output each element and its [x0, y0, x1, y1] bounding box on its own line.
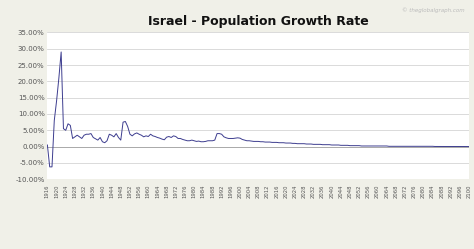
Text: © theglobalgraph.com: © theglobalgraph.com — [402, 7, 465, 13]
Title: Israel - Population Growth Rate: Israel - Population Growth Rate — [148, 15, 369, 28]
